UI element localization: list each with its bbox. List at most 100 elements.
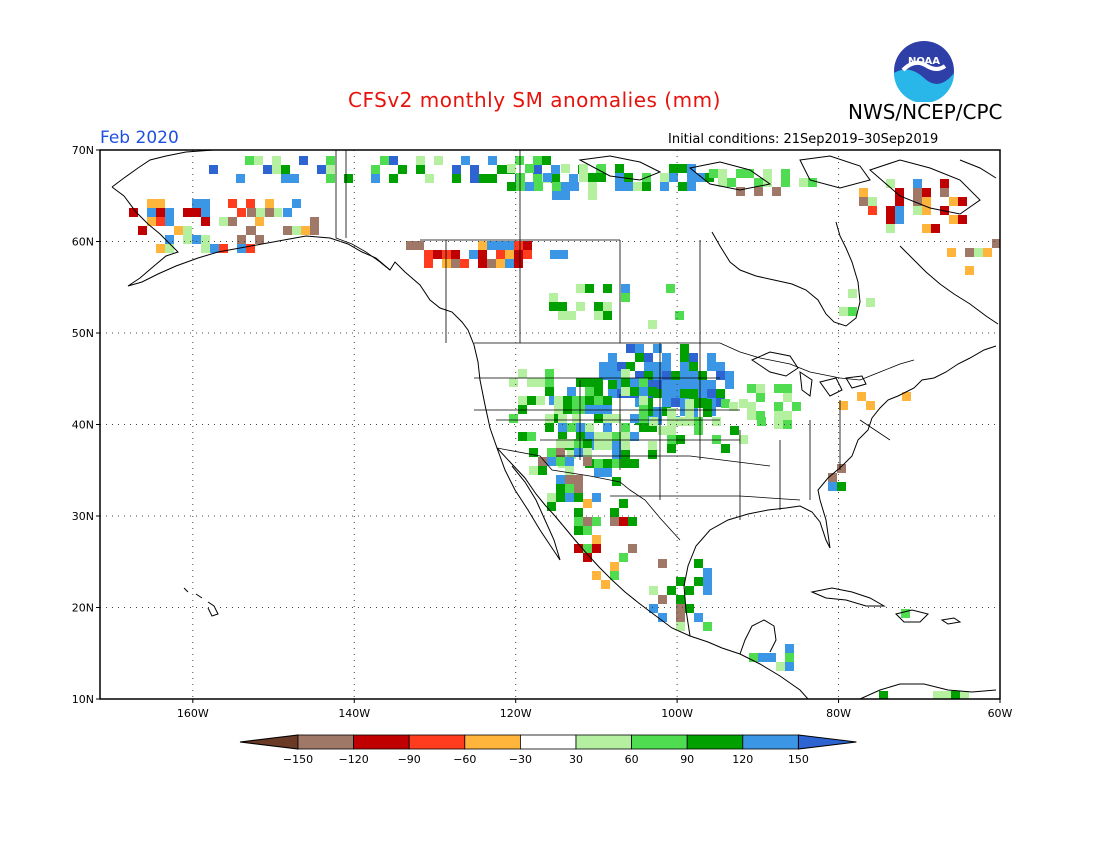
anomaly-cell [621, 293, 630, 302]
anomaly-cell [633, 182, 642, 191]
anomaly-cell [310, 226, 319, 235]
lon-tick-label: 120W [500, 707, 532, 720]
anomaly-cell [721, 399, 730, 408]
anomaly-cell [676, 595, 685, 604]
anomaly-cell [545, 378, 554, 387]
anomaly-cell [237, 235, 246, 244]
anomaly-cell [662, 407, 671, 416]
alaska-canada-border [335, 150, 381, 263]
anomaly-cell [639, 423, 648, 432]
anomaly-cell [292, 199, 301, 208]
anomaly-cell [857, 392, 866, 401]
anomaly-cell [547, 502, 556, 511]
anomaly-cell [635, 344, 644, 353]
anomaly-cell [601, 580, 610, 589]
anomaly-cell [785, 644, 794, 653]
anomaly-cell [487, 259, 496, 268]
colorbar-label: −30 [509, 753, 532, 766]
anomaly-cell [662, 398, 671, 407]
anomaly-cell [585, 423, 594, 432]
anomaly-cell [460, 259, 469, 268]
anomaly-cell [209, 165, 218, 174]
lat-tick-label: 60N [72, 236, 94, 249]
anomaly-cell [434, 156, 443, 165]
anomaly-cell [599, 362, 608, 371]
anomaly-cells [129, 156, 1000, 699]
anomaly-cell [556, 475, 565, 484]
anomaly-cell [922, 206, 931, 215]
coastlines [111, 150, 999, 699]
anomaly-cell [371, 165, 380, 174]
anomaly-cell [621, 423, 630, 432]
anomaly-cell [922, 224, 931, 233]
anomaly-cell [563, 396, 572, 405]
anomaly-cell [576, 432, 585, 441]
anomaly-cell [281, 165, 290, 174]
anomaly-cell [648, 387, 657, 396]
anomaly-cell [757, 417, 766, 426]
anomaly-cell [642, 182, 651, 191]
anomaly-cell [292, 226, 301, 235]
anomaly-cell [785, 662, 794, 671]
anomaly-cell [201, 199, 210, 208]
anomaly-cell [478, 241, 487, 250]
anomaly-cell [496, 259, 505, 268]
anomaly-cell [603, 284, 612, 293]
anomaly-cell [949, 197, 958, 206]
anomaly-cell [619, 517, 628, 526]
us-canada-border [474, 342, 915, 381]
anomaly-cell [785, 653, 794, 662]
anomaly-cell [848, 289, 857, 298]
anomaly-cell [922, 188, 931, 197]
anomaly-cell [913, 206, 922, 215]
anomaly-cell [621, 369, 630, 378]
anomaly-cell [138, 226, 147, 235]
colorbar-swatch [686, 734, 744, 750]
anomaly-cell [255, 235, 264, 244]
anomaly-cell [523, 241, 532, 250]
anomaly-cell [556, 484, 565, 493]
anomaly-cell [703, 577, 712, 586]
anomaly-cell [707, 362, 716, 371]
anomaly-cell [588, 182, 597, 191]
anomaly-cell [594, 396, 603, 405]
anomaly-cell [583, 517, 592, 526]
anomaly-cell [156, 244, 165, 253]
anomaly-cell [527, 378, 536, 387]
anomaly-cell [703, 568, 712, 577]
anomaly-cell [749, 653, 758, 662]
anomaly-cell [754, 187, 763, 196]
anomaly-cell [621, 441, 630, 450]
anomaly-cell [549, 302, 558, 311]
hudson-bay-coastline [711, 221, 861, 327]
anomaly-cell [565, 484, 574, 493]
anomaly-cell [406, 241, 415, 250]
hispaniola [895, 609, 929, 623]
anomaly-cell [592, 571, 601, 580]
anomaly-cell [533, 165, 542, 174]
anomaly-cell [583, 544, 592, 553]
anomaly-cell [565, 475, 574, 484]
axis-ticks: 70N 60N 50N 40N 30N 20N 10N 160W 140W 120W 100W 80W… [72, 144, 1013, 720]
anomaly-cell [192, 208, 201, 217]
anomaly-cell [165, 244, 174, 253]
anomaly-cell [658, 559, 667, 568]
colorbar-swatch [520, 734, 577, 750]
anomaly-cell [228, 217, 237, 226]
anomaly-cell [488, 156, 497, 165]
anomaly-cell [624, 182, 633, 191]
anomaly-cell [698, 380, 707, 389]
anomaly-cell [940, 179, 949, 188]
anomaly-cell [583, 499, 592, 508]
anomaly-cell [612, 459, 621, 468]
anomaly-cell [709, 169, 718, 178]
anomaly-cell [621, 459, 630, 468]
anomaly-cell [886, 206, 895, 215]
anomaly-cell [729, 402, 738, 411]
anomaly-cell [594, 441, 603, 450]
anomaly-cell [617, 362, 626, 371]
anomaly-cell [552, 182, 561, 191]
anomaly-cell [572, 414, 581, 423]
lon-tick-label: 80W [826, 707, 851, 720]
anomaly-cell [747, 411, 756, 420]
